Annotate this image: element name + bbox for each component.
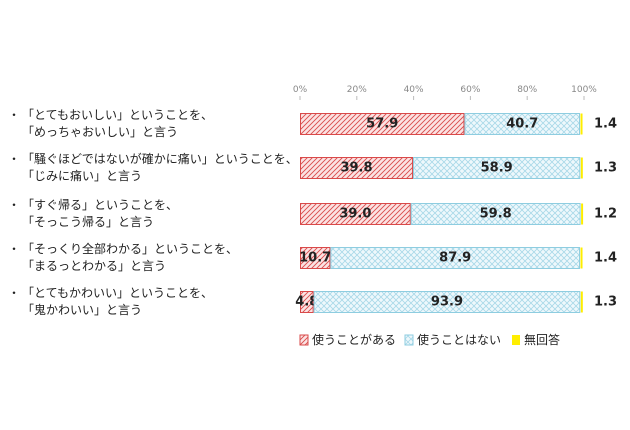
- data-label: 10.7: [299, 251, 331, 266]
- data-label: 59.8: [480, 207, 512, 222]
- category-label-line2: 「そっこう帰る」と言う: [22, 215, 154, 229]
- row-bullet: ・: [8, 108, 20, 122]
- category-label-line1: 「騒ぐほどではないが確かに痛い」ということを、: [22, 151, 298, 166]
- row-bullet: ・: [8, 242, 20, 256]
- data-label: 39.0: [339, 207, 371, 222]
- legend-label: 使うことはない: [417, 332, 501, 347]
- x-tick-label: 60%: [460, 85, 480, 95]
- chart-row: ・「騒ぐほどではないが確かに痛い」ということを、「じみに痛い」と言う 39.8 58…: [8, 151, 617, 183]
- data-label: 1.3: [594, 295, 617, 310]
- legend-label: 無回答: [524, 332, 560, 347]
- bar-used: [300, 247, 331, 269]
- legend-item: 使うことがある: [299, 332, 396, 347]
- bar-not-used: [410, 203, 581, 225]
- legend-swatch: [512, 335, 520, 345]
- bar-no-answer: [580, 113, 583, 135]
- row-bullet: ・: [8, 286, 20, 300]
- bar-not-used: [413, 157, 581, 179]
- x-tick-label: 40%: [404, 85, 424, 95]
- bar-no-answer: [581, 203, 584, 225]
- data-label: 1.3: [594, 161, 617, 176]
- bar-used: [300, 291, 314, 313]
- category-label-line2: 「じみに痛い」と言う: [22, 168, 142, 183]
- bar-not-used: [464, 113, 581, 135]
- bar-used: [300, 203, 411, 225]
- legend-label: 使うことがある: [312, 332, 396, 347]
- category-label-line1: 「そっくり全部わかる」ということを、: [22, 241, 238, 256]
- legend-swatch: [404, 334, 414, 346]
- x-tick-label: 20%: [347, 85, 367, 95]
- x-axis-ticks: 0% 20% 40% 60% 80% 100%: [293, 85, 597, 100]
- category-label-line2: 「鬼かわいい」と言う: [22, 302, 142, 317]
- bar-no-answer: [580, 157, 583, 179]
- bar-not-used: [313, 291, 581, 313]
- chart-row: ・「すぐ帰る」ということを、「そっこう帰る」と言う 39.0 59.8 1.2: [8, 198, 617, 229]
- bar-used: [300, 157, 414, 179]
- data-label: 1.2: [594, 207, 617, 222]
- row-bullet: ・: [8, 198, 20, 212]
- data-label: 1.4: [594, 117, 617, 132]
- category-label-line1: 「とてもかわいい」ということを、: [22, 286, 213, 300]
- legend-item: 無回答: [512, 332, 560, 347]
- data-label: 40.7: [506, 117, 538, 132]
- data-label: 57.9: [366, 117, 398, 132]
- data-label: 1.4: [594, 251, 617, 266]
- row-bullet: ・: [8, 152, 20, 166]
- bar-not-used: [330, 247, 581, 269]
- x-tick-label: 80%: [517, 85, 537, 95]
- bar-no-answer: [580, 291, 583, 313]
- legend: 使うことがある 使うことはない 無回答: [299, 332, 560, 347]
- category-label-line1: 「すぐ帰る」ということを、: [22, 198, 178, 212]
- chart-row: ・「そっくり全部わかる」ということを、「まるっとわかる」と言う 10.7 87.9 1…: [8, 241, 617, 273]
- data-label: 58.9: [481, 161, 513, 176]
- x-tick-label: 0%: [293, 85, 308, 95]
- category-label-line2: 「めっちゃおいしい」と言う: [22, 125, 178, 139]
- bar-no-answer: [580, 247, 583, 269]
- data-label: 4.8: [295, 295, 318, 310]
- category-label-line2: 「まるっとわかる」と言う: [22, 259, 166, 273]
- category-label-line1: 「とてもおいしい」ということを、: [22, 108, 213, 122]
- x-tick-label: 100%: [571, 85, 597, 95]
- chart-row: ・「とてもかわいい」ということを、「鬼かわいい」と言う 4.8 93.9 1.3: [8, 286, 617, 317]
- chart-row: ・「とてもおいしい」ということを、「めっちゃおいしい」と言う 57.9 40.7 1.…: [8, 108, 617, 139]
- legend-item: 使うことはない: [404, 332, 501, 347]
- legend-swatch: [299, 334, 309, 346]
- data-label: 93.9: [431, 295, 463, 310]
- bar-used: [300, 113, 465, 135]
- data-label: 39.8: [340, 161, 372, 176]
- data-label: 87.9: [439, 251, 471, 266]
